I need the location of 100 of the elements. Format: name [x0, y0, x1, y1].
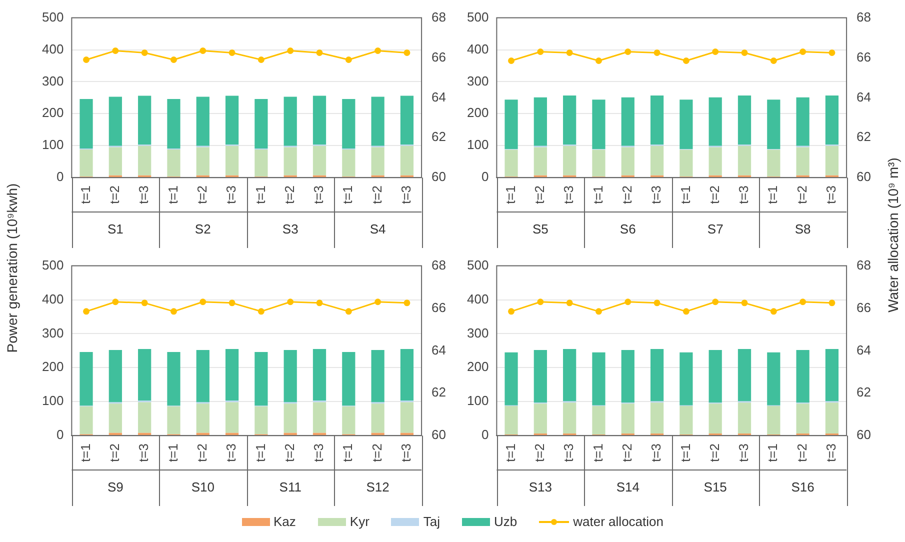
x-tick-label: t=1: [78, 186, 93, 204]
bar: [400, 348, 414, 401]
x-tick-label: t=2: [369, 444, 384, 462]
point: [345, 56, 352, 63]
y-tick-label: 500: [466, 257, 489, 272]
point: [258, 308, 264, 315]
bar: [167, 98, 180, 148]
y-tick-label: 500: [42, 257, 64, 272]
bar: [400, 402, 414, 433]
y2-tick-label: 64: [432, 342, 446, 358]
point: [404, 50, 410, 56]
bar: [592, 352, 606, 406]
point: [537, 298, 544, 306]
legend-label: water allocation: [573, 514, 664, 529]
bar: [312, 432, 326, 436]
bar: [400, 146, 414, 176]
y-tick-label: 300: [466, 73, 489, 88]
legend-label: Uzb: [494, 514, 518, 529]
bar: [825, 146, 839, 176]
text: S10: [191, 480, 214, 495]
bar: [342, 406, 356, 434]
bar: [708, 404, 722, 434]
bar: [563, 402, 576, 434]
point: [566, 300, 573, 306]
legend-label: Taj: [423, 514, 440, 529]
point: [712, 298, 719, 306]
bar: [621, 97, 634, 146]
y2-tick-label: 60: [432, 169, 446, 184]
y-tick-label: 400: [466, 291, 489, 306]
bar: [225, 432, 239, 436]
x-tick-label: t=3: [136, 444, 152, 462]
x-tick-label: t=3: [736, 186, 752, 204]
bar: [400, 96, 414, 145]
x-tick-label: t=2: [194, 186, 210, 204]
x-tick-label: t=3: [824, 444, 839, 462]
x-tick-label: t=1: [765, 444, 780, 462]
x-tick-label: t=3: [824, 186, 839, 204]
bar: [371, 350, 384, 402]
y2-tick-label: 68: [432, 257, 446, 272]
text: S4: [370, 222, 386, 237]
y2-tick-label: 66: [856, 49, 872, 64]
bar: [650, 402, 664, 434]
text: S2: [194, 222, 211, 237]
text: S13: [528, 480, 552, 495]
bar: [342, 352, 356, 406]
legend-label: Kaz: [274, 514, 296, 529]
bar: [371, 432, 384, 436]
text: S3: [282, 222, 298, 237]
point: [770, 57, 777, 64]
x-tick-label: t=2: [282, 186, 297, 204]
bar: [284, 404, 297, 433]
y-tick-label: 100: [466, 393, 489, 408]
y-tick-label: 100: [42, 137, 64, 152]
y2-tick-label: 62: [432, 129, 446, 144]
bar: [738, 146, 752, 176]
x-tick-label: t=1: [252, 444, 268, 462]
text: S5: [532, 222, 548, 237]
point: [741, 300, 748, 306]
bar: [312, 402, 326, 433]
x-tick-label: t=3: [398, 186, 414, 204]
point: [170, 308, 177, 315]
y-tick-label: 400: [42, 291, 64, 306]
bar: [312, 146, 326, 176]
bar: [254, 149, 268, 177]
bar: [796, 97, 810, 146]
bar: [650, 146, 664, 176]
point: [537, 48, 544, 55]
text: S8: [794, 222, 811, 237]
bar: [138, 402, 152, 433]
x-tick-label: t=3: [136, 186, 152, 204]
point: [141, 300, 148, 306]
point: [828, 300, 836, 306]
bar: [400, 432, 414, 436]
point: [800, 48, 806, 55]
point: [141, 50, 148, 56]
y2-tick-label: 60: [856, 427, 872, 442]
point: [228, 50, 236, 56]
bar: [196, 404, 210, 433]
bar: [680, 100, 693, 150]
x-tick-label: t=3: [311, 444, 326, 462]
bar: [254, 406, 268, 434]
bar: [504, 100, 518, 150]
bar: [167, 149, 180, 177]
x-tick-label: t=2: [107, 186, 122, 204]
x-tick-label: t=2: [619, 444, 634, 462]
bar: [708, 147, 722, 176]
bar: [108, 404, 122, 433]
x-tick-label: t=1: [340, 186, 356, 204]
x-tick-label: t=1: [502, 186, 518, 204]
bar: [225, 402, 239, 433]
bar: [342, 98, 356, 148]
point: [800, 298, 806, 306]
y2-tick-label: 68: [856, 257, 872, 272]
bar: [650, 348, 664, 402]
x-tick-label: t=1: [502, 444, 518, 462]
point: [828, 50, 836, 56]
x-tick-label: t=3: [736, 444, 752, 462]
y-tick-label: 0: [56, 169, 64, 184]
bar: [138, 432, 152, 436]
y-tick-label: 0: [481, 169, 489, 184]
